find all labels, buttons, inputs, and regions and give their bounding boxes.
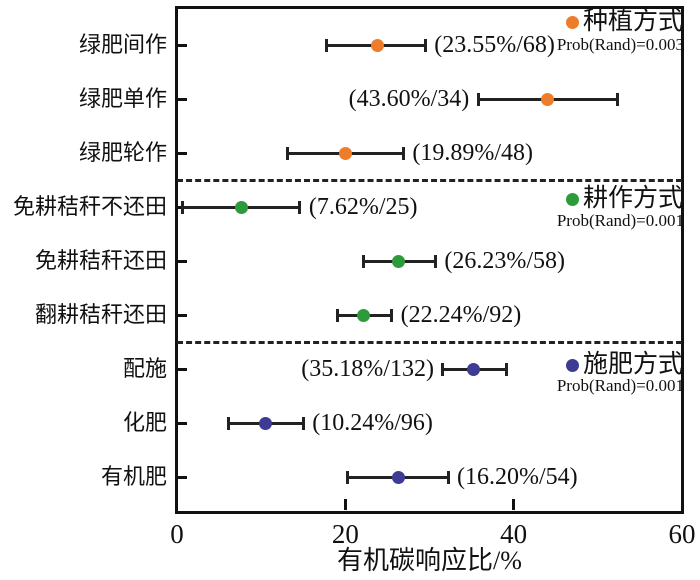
value-label: (26.23%/58) — [444, 248, 566, 274]
error-bar-cap-right — [401, 146, 405, 160]
mean-dot — [391, 470, 405, 484]
y-axis-tick — [178, 151, 187, 155]
mean-dot — [235, 200, 249, 214]
category-label: 绿肥轮作 — [78, 140, 167, 165]
x-axis-tick — [343, 499, 347, 510]
fertilization-method-dot-icon — [565, 358, 579, 372]
category-label: 有机肥 — [100, 464, 167, 489]
mean-dot — [338, 146, 352, 160]
planting-method-dot-icon — [565, 15, 579, 29]
error-bar-cap-left — [325, 38, 329, 52]
error-bar-cap-right — [298, 200, 302, 214]
legend-planting-method-label: 种植方式 — [582, 8, 683, 35]
group-separator-dashed-line — [177, 178, 682, 182]
error-bar-cap-left — [285, 146, 289, 160]
value-label: (19.89%/48) — [412, 140, 534, 166]
x-axis-tick-label: 20 — [331, 519, 359, 549]
error-bar-cap-right — [446, 470, 450, 484]
y-axis-tick — [178, 97, 187, 101]
x-axis-title: 有机碳响应比/% — [337, 546, 522, 575]
category-label: 化肥 — [122, 410, 167, 435]
error-bar-cap-left — [361, 254, 365, 268]
y-axis-tick — [178, 259, 187, 263]
value-label: (43.60%/34) — [348, 86, 470, 112]
x-axis-tick — [512, 499, 516, 510]
error-bar-cap-left — [226, 416, 230, 430]
value-label: (35.18%/132) — [301, 356, 434, 382]
error-bar-cap-right — [505, 362, 509, 376]
value-label: (16.20%/54) — [457, 464, 578, 490]
error-bar-cap-left — [441, 362, 445, 376]
mean-dot — [357, 308, 371, 322]
plot-border — [175, 6, 684, 514]
value-label: (23.55%/68) — [434, 32, 555, 58]
category-label: 绿肥单作 — [78, 86, 167, 111]
mean-dot — [258, 416, 272, 430]
error-bar-cap-left — [336, 308, 340, 322]
legend-fertilization-method-label: 施肥方式 — [582, 351, 683, 378]
mean-dot — [466, 362, 480, 376]
category-label: 免耕秸秆不还田 — [12, 194, 167, 219]
value-label: (22.24%/92) — [400, 302, 522, 328]
category-label: 翻耕秸秆还田 — [34, 302, 167, 327]
legend-tillage-method-label: 耕作方式 — [582, 185, 683, 212]
mean-dot — [370, 38, 384, 52]
mean-dot — [391, 254, 405, 268]
y-axis-tick — [178, 421, 187, 425]
legend-planting-method: 种植方式 — [565, 8, 683, 36]
y-axis-tick — [178, 475, 187, 479]
error-bar-cap-left — [476, 92, 480, 106]
y-axis-tick — [178, 43, 187, 47]
error-bar-cap-right — [615, 92, 619, 106]
value-label: (10.24%/96) — [312, 410, 433, 436]
legend-tillage-method: 耕作方式 — [565, 185, 683, 213]
y-axis-tick — [178, 313, 187, 317]
x-axis-tick-label: 0 — [170, 519, 184, 549]
error-bar-cap-right — [423, 38, 427, 52]
x-axis-tick-label: 60 — [668, 519, 696, 549]
mean-dot — [540, 92, 554, 106]
error-bar-cap-right — [433, 254, 437, 268]
legend-fertilization-method: 施肥方式 — [565, 351, 683, 379]
legend-tillage-method-prob: Prob(Rand)=0.001 — [556, 211, 684, 230]
category-label: 配施 — [122, 356, 167, 381]
error-bar-cap-right — [390, 308, 394, 322]
x-axis-tick-label: 40 — [500, 519, 528, 549]
error-bar-cap-right — [301, 416, 305, 430]
category-label: 免耕秸秆还田 — [34, 248, 167, 273]
group-separator-dashed-line — [177, 340, 682, 344]
y-axis-tick — [178, 367, 187, 371]
category-label: 绿肥间作 — [78, 32, 167, 57]
error-bar-cap-left — [346, 470, 350, 484]
value-label: (7.62%/25) — [308, 194, 418, 220]
legend-planting-method-prob: Prob(Rand)=0.003 — [556, 35, 684, 54]
error-bar-cap-left — [180, 200, 184, 214]
tillage-method-dot-icon — [565, 192, 579, 206]
legend-fertilization-method-prob: Prob(Rand)=0.001 — [556, 376, 684, 395]
